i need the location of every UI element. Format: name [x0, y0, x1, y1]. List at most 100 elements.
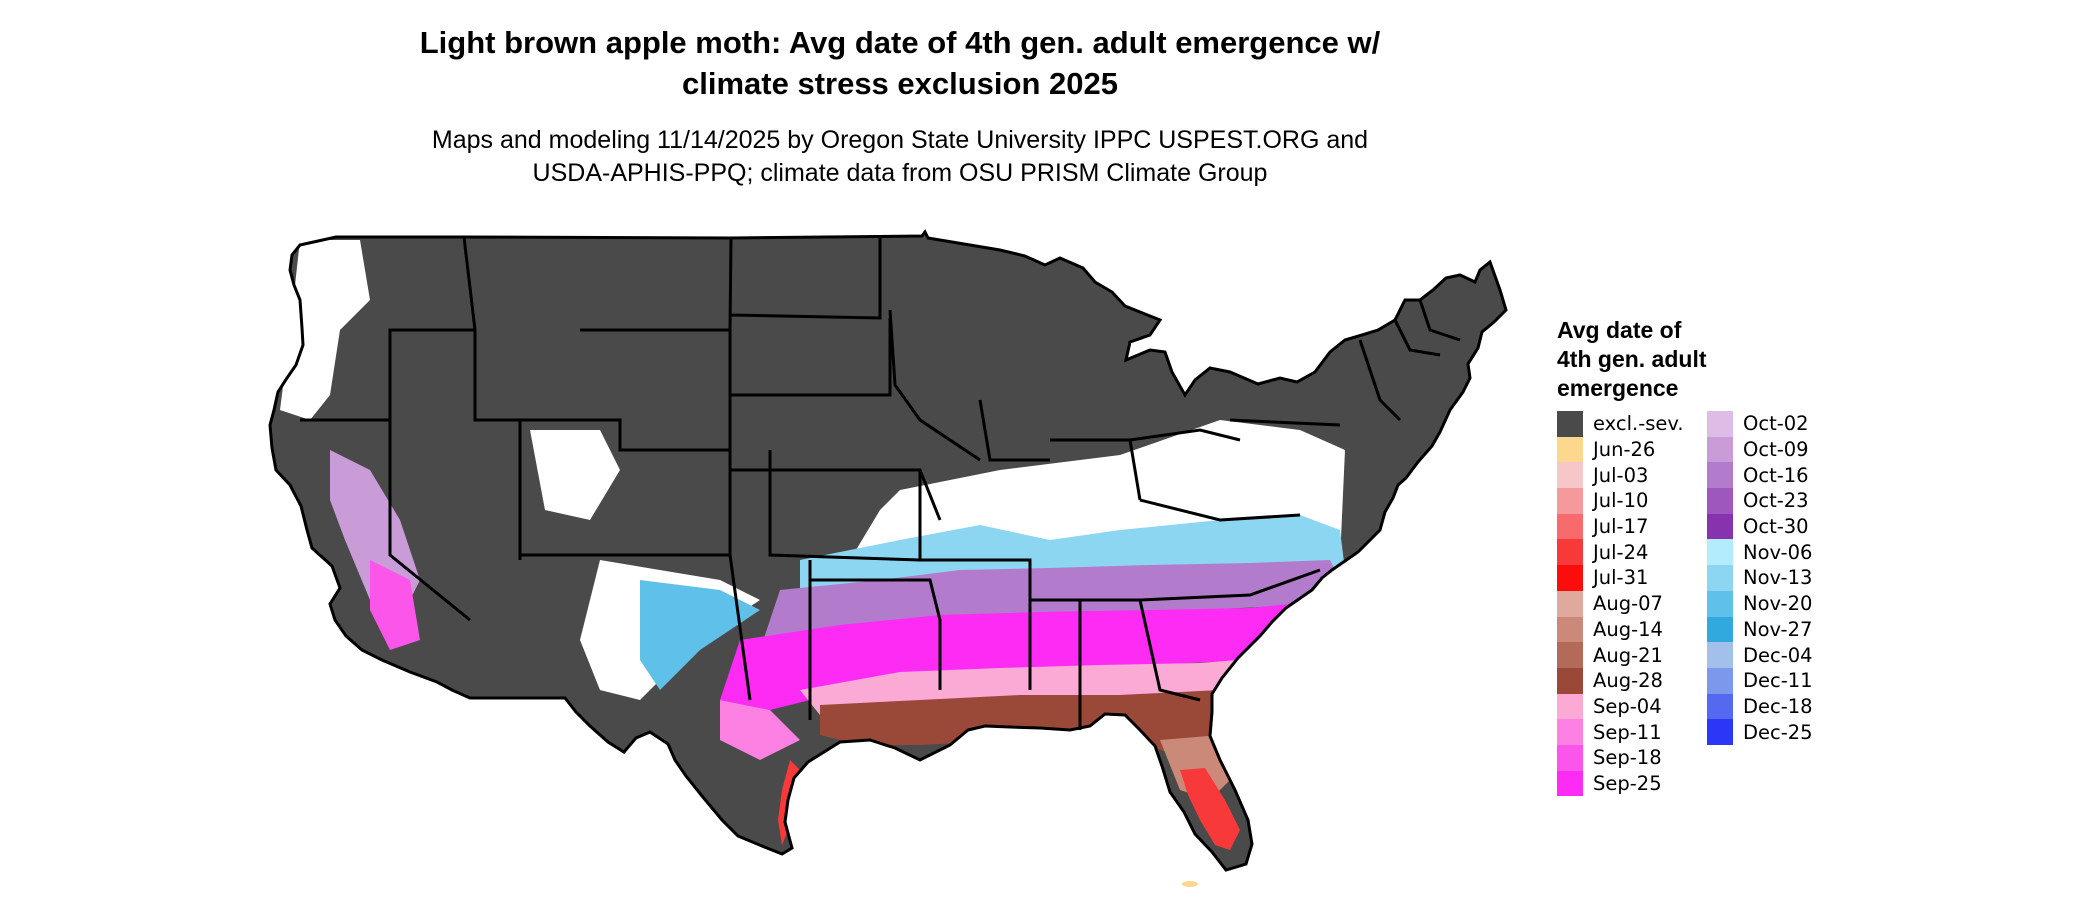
legend-column: excl.-sev. Jun-26 Jul-03 Jul-10 Jul-17 Jul-24…: [1557, 411, 1707, 797]
emergence-bands: [280, 240, 1345, 850]
legend-item: Nov-06: [1707, 539, 1857, 566]
state-border: [1139, 568, 1321, 602]
legend-item: Dec-04: [1707, 642, 1857, 668]
legend-label: Nov-27: [1743, 617, 1813, 641]
legend-label: Aug-07: [1593, 592, 1663, 616]
legend-item: Oct-09: [1707, 436, 1857, 463]
legend-label: Jul-31: [1593, 566, 1649, 590]
no-data-region: [530, 430, 620, 520]
state-borders: [268, 230, 1508, 872]
legend-title-line: 4th gen. adult: [1557, 346, 1707, 372]
legend-item: Aug-14: [1557, 616, 1707, 643]
legend-item: Dec-11: [1707, 667, 1857, 694]
legend-swatch: [1557, 616, 1583, 643]
state-border: [1358, 339, 1402, 422]
state-border: [1000, 558, 1032, 690]
legend-swatch: [1557, 744, 1583, 771]
legend-swatch: [1557, 590, 1583, 617]
band-nov: [640, 580, 760, 690]
legend-label: Oct-30: [1743, 515, 1809, 539]
legend: Avg date of 4th gen. adult emergence exc…: [1557, 316, 1857, 797]
state-border: [462, 236, 522, 560]
map-title: Light brown apple moth: Avg date of 4th …: [300, 22, 1500, 104]
band-sep: [370, 560, 420, 650]
legend-label: Jul-10: [1593, 489, 1649, 513]
legend-label: Dec-18: [1743, 694, 1813, 718]
legend-item: Jul-03: [1557, 462, 1707, 489]
legend-label: Oct-16: [1743, 463, 1809, 487]
state-border: [1129, 428, 1241, 442]
legend-item: Oct-02: [1707, 411, 1857, 437]
legend-item: Aug-07: [1557, 590, 1707, 617]
state-border: [1418, 299, 1461, 342]
band-sep: [720, 700, 800, 760]
legend-swatch: [1707, 667, 1733, 694]
legend-swatch: [1557, 719, 1583, 745]
state-border: [1393, 319, 1441, 357]
legend-swatch: [1707, 462, 1733, 489]
legend-label: Jul-03: [1593, 463, 1649, 487]
legend-item: Oct-23: [1707, 488, 1857, 514]
legend-swatch: [1557, 539, 1583, 566]
legend-label: Dec-04: [1743, 643, 1813, 667]
legend-label: Jun-26: [1593, 438, 1656, 462]
keys-region: [1182, 881, 1198, 887]
legend-label: Nov-13: [1743, 566, 1813, 590]
legend-item: Jun-26: [1557, 436, 1707, 463]
legend-swatch: [1557, 488, 1583, 514]
legend-item: Sep-11: [1557, 719, 1707, 745]
map-title-line: climate stress exclusion 2025: [682, 66, 1118, 101]
legend-label: Sep-04: [1593, 694, 1662, 718]
legend-item: Jul-24: [1557, 539, 1707, 566]
legend-item: excl.-sev.: [1557, 411, 1707, 437]
legend-item: Sep-25: [1557, 770, 1707, 797]
band-jul: [1180, 768, 1240, 850]
legend-title-line: Avg date of: [1557, 317, 1682, 343]
legend-swatch: [1707, 693, 1733, 720]
state-border: [730, 318, 892, 397]
legend-swatch: [1557, 693, 1583, 720]
legend-swatch: [1557, 411, 1583, 437]
legend-label: Nov-20: [1743, 592, 1813, 616]
legend-item: Nov-20: [1707, 590, 1857, 617]
legend-swatch: [1557, 462, 1583, 489]
legend-item: Dec-18: [1707, 693, 1857, 720]
legend-column: Oct-02 Oct-09 Oct-16 Oct-23 Oct-30 Nov-06 Nov-…: [1707, 411, 1857, 796]
state-border: [1080, 598, 1201, 702]
legend-label: Jul-17: [1593, 515, 1649, 539]
legend-swatch: [1707, 488, 1733, 514]
legend-swatch: [1707, 436, 1733, 463]
legend-swatch: [1707, 590, 1733, 617]
state-border: [729, 238, 882, 320]
state-border: [388, 420, 471, 622]
legend-item: Sep-04: [1557, 693, 1707, 720]
state-border: [1139, 498, 1301, 522]
state-border: [808, 560, 942, 690]
legend-swatch: [1707, 565, 1733, 591]
legend-swatch: [1557, 642, 1583, 668]
legend-swatch: [1707, 513, 1733, 540]
legend-label: Nov-06: [1743, 540, 1813, 564]
legend-swatch: [1557, 513, 1583, 540]
legend-swatch: [1557, 770, 1583, 797]
legend-label: Oct-02: [1743, 412, 1809, 436]
state-border: [888, 309, 981, 462]
legend-title-line: emergence: [1557, 375, 1679, 401]
legend-swatch: [1707, 411, 1733, 437]
state-border: [918, 470, 1000, 562]
legend-title: Avg date of 4th gen. adult emergence: [1557, 316, 1857, 403]
legend-label: Dec-25: [1743, 720, 1813, 744]
legend-label: Sep-11: [1593, 720, 1662, 744]
legend-label: Oct-23: [1743, 489, 1809, 513]
map-title-line: Light brown apple moth: Avg date of 4th …: [419, 25, 1381, 60]
state-border: [1229, 418, 1341, 427]
legend-item: Jul-10: [1557, 488, 1707, 514]
legend-label: Dec-11: [1743, 669, 1813, 693]
legend-item: Jul-31: [1557, 565, 1707, 591]
legend-label: Aug-21: [1593, 643, 1663, 667]
state-border: [978, 399, 1050, 462]
legend-swatch: [1557, 667, 1583, 694]
legend-label: Aug-14: [1593, 617, 1663, 641]
